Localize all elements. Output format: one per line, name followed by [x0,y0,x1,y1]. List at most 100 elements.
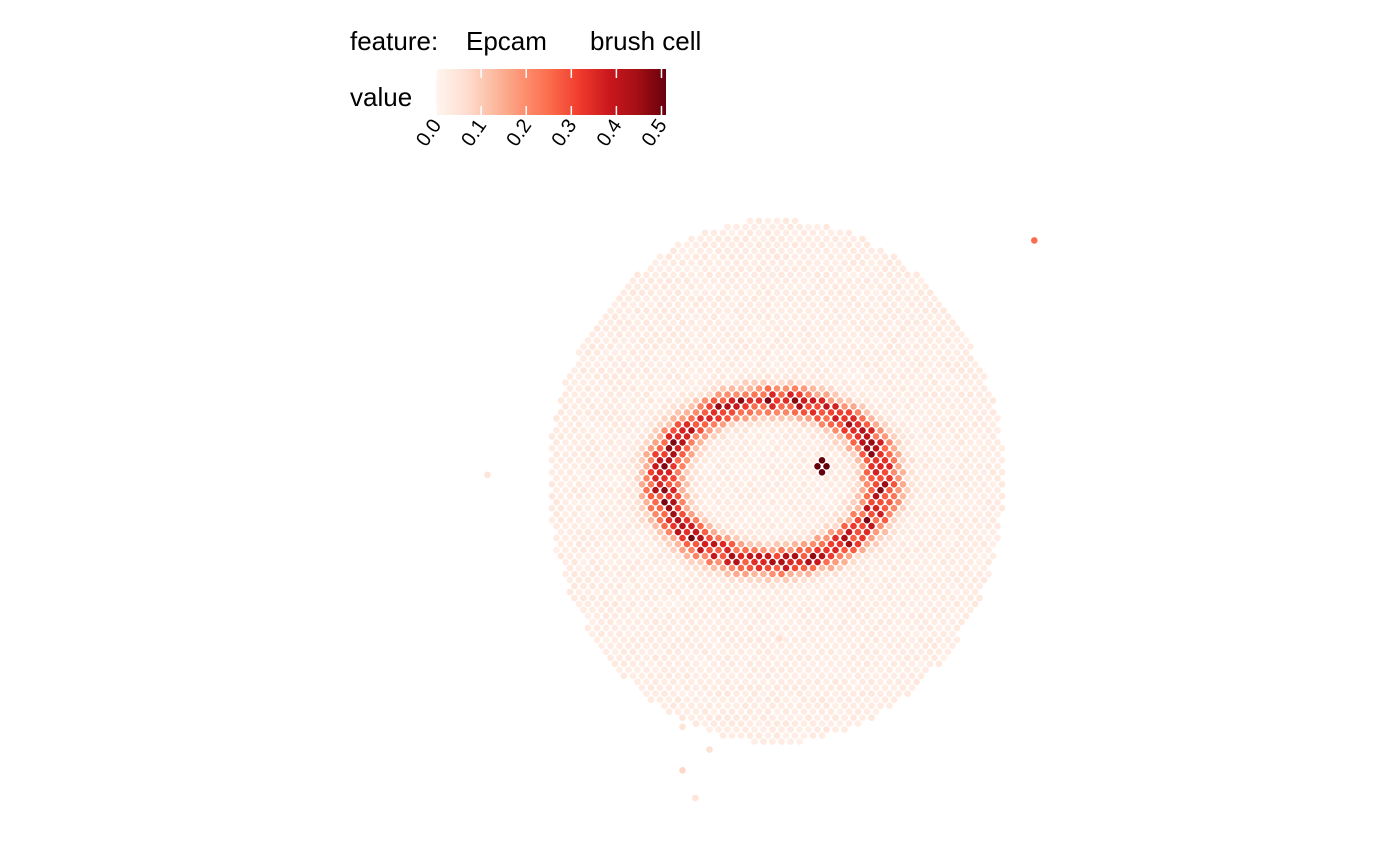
spot [782,253,790,261]
spot [791,265,799,273]
spot [589,367,596,374]
spot [877,367,884,374]
spot [584,540,592,548]
spot [697,439,704,446]
spot [926,576,934,584]
spot [944,516,952,524]
spot [859,558,866,566]
spot [764,624,772,632]
spot [701,445,709,452]
spot [886,594,893,602]
spot [773,277,781,285]
spot [737,421,745,428]
spot [845,349,853,356]
spot [827,624,835,632]
spot [931,654,938,662]
spot [679,475,686,482]
spot [701,397,709,404]
spot [809,540,817,548]
spot [557,504,565,512]
spot [796,463,803,470]
spot [926,516,934,524]
spot [683,421,691,428]
spot [787,295,794,303]
spot [773,481,781,488]
spot [548,433,556,440]
spot [755,337,763,344]
spot [791,457,799,464]
spot [800,684,808,691]
spot [728,313,736,321]
spot [688,714,695,721]
spot [899,684,907,691]
spot [895,594,902,602]
spot [679,486,686,494]
spot [832,486,839,494]
spot [670,403,677,410]
spot [863,301,871,309]
spot [881,636,889,644]
spot [679,498,686,506]
spot [832,307,839,315]
spot [841,307,848,315]
spot [854,636,862,644]
spot [737,253,745,261]
spot [607,630,614,638]
spot [832,498,839,506]
spot [859,307,866,315]
spot [683,504,691,512]
spot [913,618,920,626]
spot [908,684,916,691]
spot [778,558,785,566]
spot [656,277,664,285]
spot [733,403,740,410]
spot [553,522,560,530]
spot [886,475,893,482]
spot [895,522,902,530]
spot [602,600,610,608]
spot [854,253,862,261]
spot [791,289,799,297]
spot [652,439,659,446]
spot [625,606,632,614]
spot [863,588,871,596]
spot [710,469,718,476]
spot [742,702,749,709]
spot [580,463,587,470]
spot [863,421,871,428]
spot [805,331,812,338]
spot [904,498,911,506]
spot [715,415,722,422]
spot [764,217,772,225]
spot [935,445,943,452]
spot [746,528,754,536]
spot [962,421,970,428]
spot [845,361,853,368]
spot [611,528,619,536]
spot [647,361,655,368]
spot [926,624,934,632]
spot [989,469,997,476]
spot [917,648,925,656]
spot [706,379,713,386]
spot [872,301,880,309]
spot [818,600,826,608]
spot [746,624,754,632]
spot [760,486,767,494]
spot [962,385,970,392]
spot [733,451,740,458]
spot [764,457,772,464]
spot [611,313,619,321]
spot [661,403,668,410]
spot [818,361,826,368]
spot [701,600,709,608]
spot [706,534,713,542]
spot [719,409,727,416]
spot [877,690,884,697]
spot [661,343,668,350]
spot [553,439,560,446]
spot [895,367,902,374]
spot [598,606,605,614]
spot [764,600,772,608]
spot [760,690,767,697]
